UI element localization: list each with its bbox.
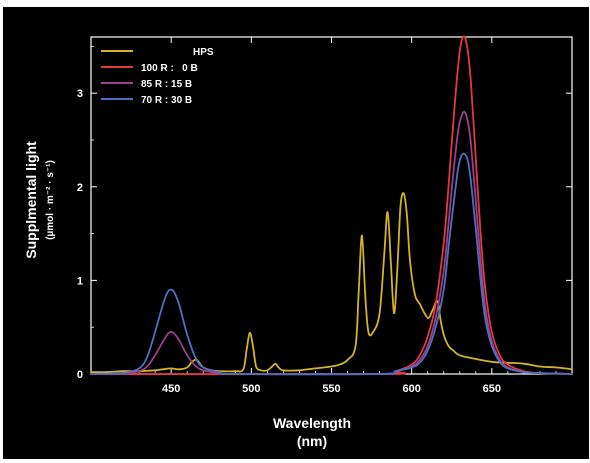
y-tick-label: 0 [77,369,83,381]
y-tick-label: 1 [77,275,83,287]
x-tick-label: 500 [242,383,260,395]
series-layer [90,35,573,376]
legend-label-0: HPS [193,47,214,58]
legend-label-2: 85 R : 15 B [141,79,192,90]
y-axis-unit: (µmol · m⁻² · s⁻¹) [45,160,56,240]
y-axis-label: Supplmental light [23,141,39,259]
axes-text: Wavelength (nm) Supplmental light (µmol … [23,141,351,449]
y-tick-label: 3 [77,88,83,100]
x-tick-label: 600 [402,383,420,395]
x-tick-label: 550 [322,383,340,395]
series-line-1 [90,35,573,376]
spectrum-chart: 450 500 550 600 650 0 1 2 3 HPS 100 R : 0 B 85 R :… [23,35,573,449]
x-tick-label: 650 [483,383,501,395]
chart-frame: 450 500 550 600 650 0 1 2 3 HPS 100 R : 0 B 85 R :… [3,7,589,459]
y-tick-label: 2 [77,182,83,194]
series-line-0 [90,192,573,374]
x-tick-label: 450 [162,383,180,395]
legend-label-3: 70 R : 30 B [141,95,192,106]
legend-label-1: 100 R : 0 B [141,63,198,74]
series-line-3 [90,152,573,376]
x-axis-label: Wavelength [273,415,351,431]
plot-box: 450 500 550 600 650 0 1 2 3 [77,36,573,395]
x-axis-unit: (nm) [297,433,327,449]
legend: HPS 100 R : 0 B 85 R : 15 B 70 R : 30 B [101,47,214,106]
series-line-2 [90,110,573,376]
